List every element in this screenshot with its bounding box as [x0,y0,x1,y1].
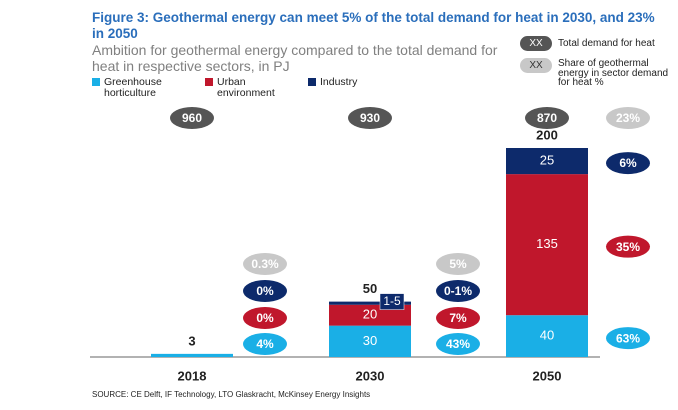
value-label: 20 [363,307,377,322]
bar-segment [329,304,411,326]
legend-item: Urban environment [205,77,305,99]
share-bubble [606,152,650,175]
demand-bubble [348,107,392,129]
share-bubble [606,327,650,350]
legend-item: Greenhouse horticulture [92,77,182,99]
source-note: SOURCE: CE Delft, IF Technology, LTO Gla… [92,390,371,399]
value-label: 135 [536,236,558,251]
share-bubble [436,307,480,329]
share-bubble-label: 5% [449,257,467,271]
share-bubble-label: 63% [616,331,640,345]
bar-segment [329,301,411,305]
demand-bubble [525,107,569,129]
bar-segment [506,315,588,357]
legend-label: Industry [320,76,358,88]
share-bubble [606,107,650,129]
share-bubble-label: 0% [256,311,274,325]
share-bubble-label: 23% [616,111,640,125]
share-bubble-label: 6% [619,156,637,170]
x-tick-label: 2050 [533,368,562,383]
bar-segment [506,148,588,175]
legend-label: Urban environment [217,76,275,99]
value-label-box [379,293,405,310]
share-bubble [436,333,480,355]
legend-swatch [92,78,100,86]
legend-label: Greenhouse horticulture [104,76,162,99]
value-label: 25 [540,153,554,168]
share-bubble-label: 0% [256,284,274,298]
bar-segment [151,353,233,357]
share-bubble [243,253,287,275]
key-symbol: XX [520,58,552,73]
chart-subtitle: Ambition for geothermal energy compared … [92,42,498,74]
share-bubble [243,280,287,302]
demand-bubble [170,107,214,129]
bar-segment [506,174,588,316]
chart-title: Figure 3: Geothermal energy can meet 5% … [92,10,655,41]
legend-item: Industry [308,77,388,88]
share-bubble [436,253,480,275]
share-bubble-label: 4% [256,337,274,351]
demand-bubble-label: 930 [360,111,380,125]
share-bubble-label: 7% [449,311,467,325]
total-label: 50 [363,281,377,296]
legend-swatch [205,78,213,86]
x-tick-label: 2018 [178,368,207,383]
x-tick-label: 2030 [356,368,385,383]
total-label: 3 [188,333,195,348]
share-bubble-label: 35% [616,240,640,254]
value-label: 30 [363,333,377,348]
share-bubble-label: 43% [446,337,470,351]
key-label: Total demand for heat [558,38,655,49]
legend-swatch [308,78,316,86]
value-label: 40 [540,328,554,343]
demand-bubble-label: 960 [182,111,202,125]
value-label: 1-5 [383,294,401,308]
share-bubble [243,333,287,355]
key-symbol: XX [520,36,552,51]
share-bubble [436,280,480,302]
bar-segment [329,325,411,357]
key-label: Share of geothermal energy in sector dem… [558,58,669,88]
share-bubble-label: 0-1% [444,284,472,298]
share-bubble [606,235,650,258]
demand-bubble-label: 870 [537,111,557,125]
share-bubble-label: 0.3% [251,257,279,271]
share-bubble [243,307,287,329]
total-label: 200 [536,127,558,142]
